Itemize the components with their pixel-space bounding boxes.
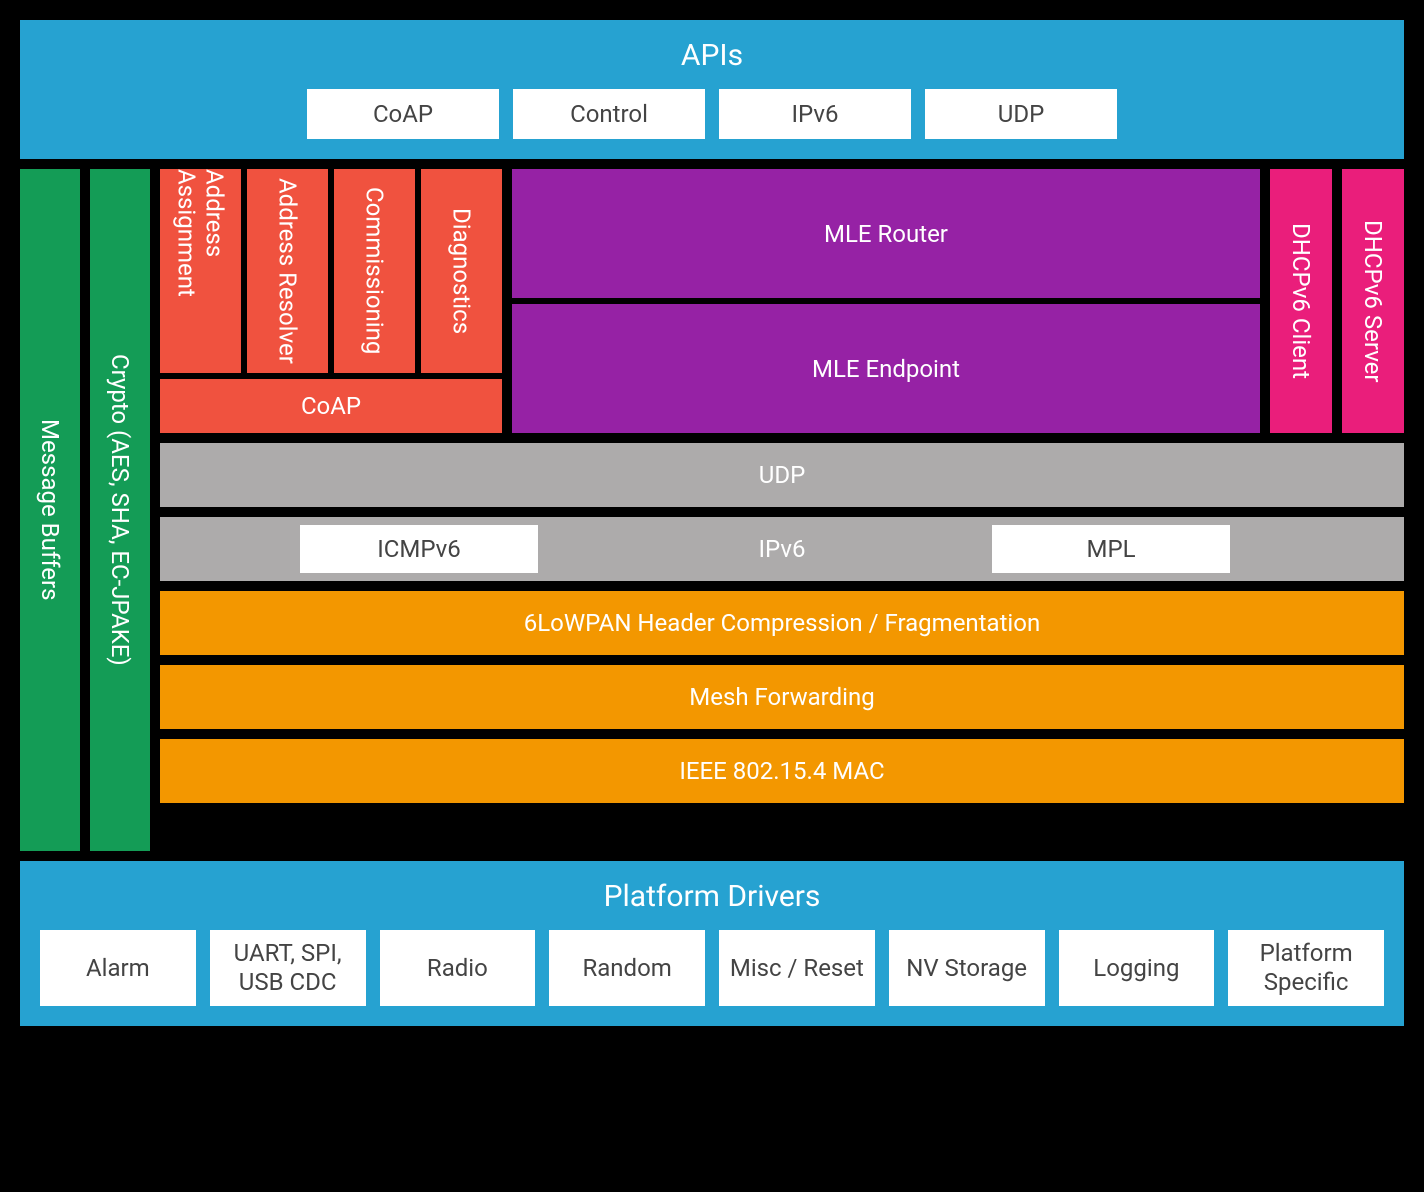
commissioning: Commissioning xyxy=(334,169,415,373)
coap-group: Address Assignment Address Resolver Comm… xyxy=(160,169,502,433)
api-coap: CoAP xyxy=(307,89,499,139)
crypto-col: Crypto (AES, SHA, EC-JPAKE) xyxy=(90,169,150,851)
driver-uart: UART, SPI, USB CDC xyxy=(210,930,366,1006)
api-control: Control xyxy=(513,89,705,139)
coap-services-row: Address Assignment Address Resolver Comm… xyxy=(160,169,502,373)
driver-misc-reset: Misc / Reset xyxy=(719,930,875,1006)
apis-items: CoAP Control IPv6 UDP xyxy=(307,89,1117,139)
mle-router: MLE Router xyxy=(512,169,1260,298)
drivers-section: Platform Drivers Alarm UART, SPI, USB CD… xyxy=(20,861,1404,1026)
diagnostics: Diagnostics xyxy=(421,169,502,373)
lowpan-layer: 6LoWPAN Header Compression / Fragmentati… xyxy=(160,591,1404,655)
udp-label: UDP xyxy=(759,461,805,489)
driver-radio: Radio xyxy=(380,930,536,1006)
driver-nv-storage: NV Storage xyxy=(889,930,1045,1006)
icmpv6-box: ICMPv6 xyxy=(300,525,538,573)
driver-logging: Logging xyxy=(1059,930,1215,1006)
driver-random: Random xyxy=(549,930,705,1006)
address-assignment: Address Assignment xyxy=(160,169,241,373)
api-ipv6: IPv6 xyxy=(719,89,911,139)
driver-platform-specific: Platform Specific xyxy=(1228,930,1384,1006)
driver-alarm: Alarm xyxy=(40,930,196,1006)
stack-top-row: Address Assignment Address Resolver Comm… xyxy=(160,169,1404,433)
apis-title: APIs xyxy=(681,38,743,73)
drivers-title: Platform Drivers xyxy=(604,879,821,914)
api-udp: UDP xyxy=(925,89,1117,139)
apis-section: APIs CoAP Control IPv6 UDP xyxy=(20,20,1404,159)
message-buffers-col: Message Buffers xyxy=(20,169,80,851)
ipv6-layer: ICMPv6 IPv6 MPL xyxy=(160,517,1404,581)
mpl-box: MPL xyxy=(992,525,1230,573)
udp-layer: UDP xyxy=(160,443,1404,507)
coap-layer: CoAP xyxy=(160,379,502,433)
mle-group: MLE Router MLE Endpoint xyxy=(512,169,1260,433)
mesh-forwarding-layer: Mesh Forwarding xyxy=(160,665,1404,729)
mac-layer: IEEE 802.15.4 MAC xyxy=(160,739,1404,803)
dhcpv6-server: DHCPv6 Server xyxy=(1342,169,1404,433)
drivers-items: Alarm UART, SPI, USB CDC Radio Random Mi… xyxy=(40,930,1384,1006)
address-resolver: Address Resolver xyxy=(247,169,328,373)
dhcpv6-client: DHCPv6 Client xyxy=(1270,169,1332,433)
protocol-stack: Address Assignment Address Resolver Comm… xyxy=(160,169,1404,851)
stack-section: Message Buffers Crypto (AES, SHA, EC-JPA… xyxy=(20,169,1404,851)
mle-endpoint: MLE Endpoint xyxy=(512,304,1260,433)
ipv6-label: IPv6 xyxy=(759,535,806,563)
